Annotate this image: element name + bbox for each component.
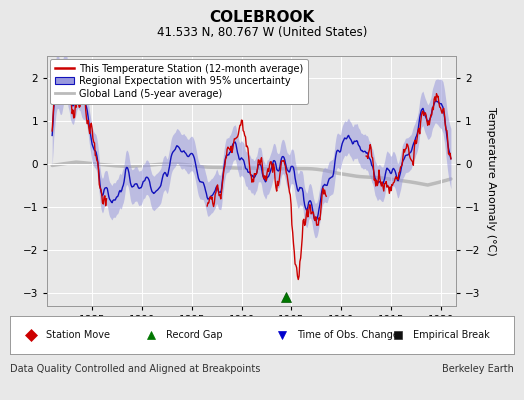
Y-axis label: Temperature Anomaly (°C): Temperature Anomaly (°C)	[486, 107, 496, 255]
Legend: This Temperature Station (12-month average), Regional Expectation with 95% uncer: This Temperature Station (12-month avera…	[50, 59, 308, 104]
Text: 41.533 N, 80.767 W (United States): 41.533 N, 80.767 W (United States)	[157, 26, 367, 39]
Text: Empirical Break: Empirical Break	[413, 330, 489, 340]
Text: Time of Obs. Change: Time of Obs. Change	[297, 330, 399, 340]
Text: COLEBROOK: COLEBROOK	[210, 10, 314, 25]
Text: Data Quality Controlled and Aligned at Breakpoints: Data Quality Controlled and Aligned at B…	[10, 364, 261, 374]
Text: Station Move: Station Move	[46, 330, 110, 340]
Text: Record Gap: Record Gap	[167, 330, 223, 340]
Text: Berkeley Earth: Berkeley Earth	[442, 364, 514, 374]
